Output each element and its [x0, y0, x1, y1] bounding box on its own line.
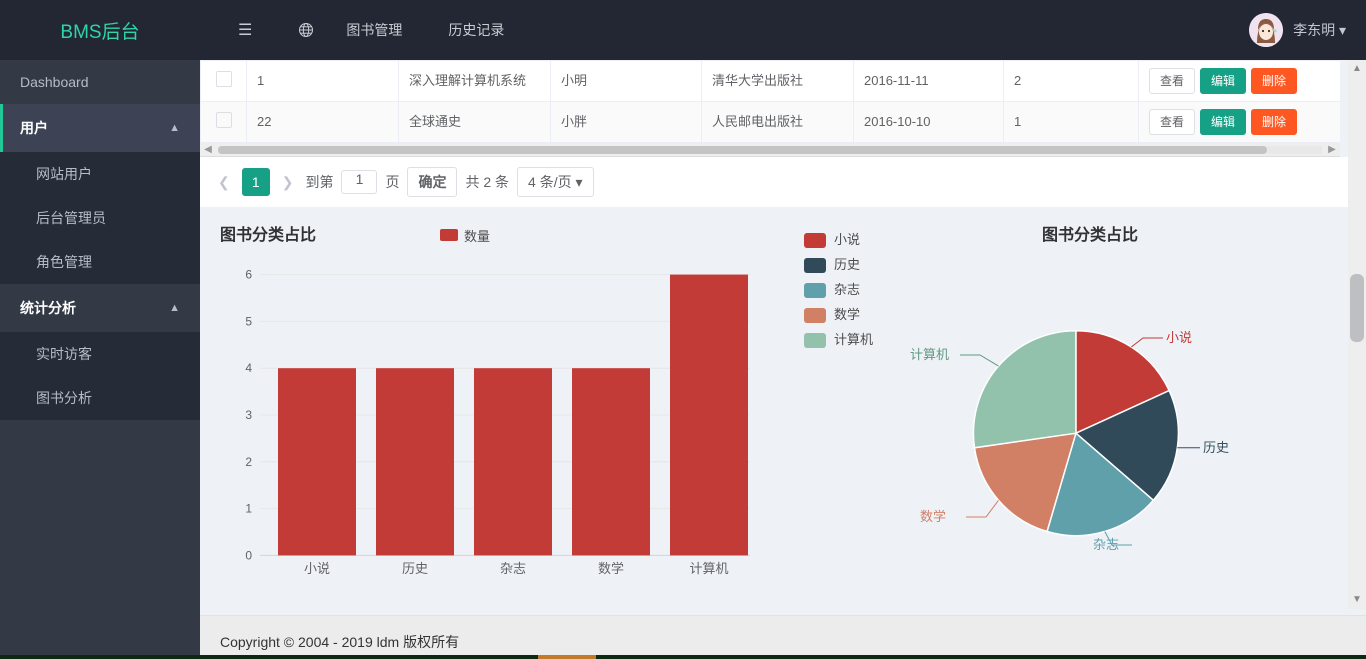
- svg-text:6: 6: [245, 268, 252, 282]
- svg-text:数学: 数学: [920, 509, 946, 524]
- svg-text:3: 3: [245, 408, 252, 422]
- svg-text:杂志: 杂志: [1093, 537, 1119, 552]
- svg-text:小说: 小说: [304, 561, 330, 576]
- svg-text:4: 4: [245, 361, 252, 375]
- svg-text:2: 2: [245, 455, 252, 469]
- svg-text:杂志: 杂志: [500, 561, 526, 576]
- svg-text:计算机: 计算机: [910, 347, 949, 362]
- svg-text:0: 0: [245, 548, 252, 562]
- svg-text:计算机: 计算机: [689, 561, 728, 576]
- svg-text:1: 1: [245, 502, 252, 516]
- svg-text:历史: 历史: [1203, 440, 1229, 455]
- svg-text:小说: 小说: [1166, 330, 1192, 345]
- svg-text:5: 5: [245, 314, 252, 328]
- svg-text:数学: 数学: [598, 561, 624, 576]
- svg-text:历史: 历史: [402, 561, 428, 576]
